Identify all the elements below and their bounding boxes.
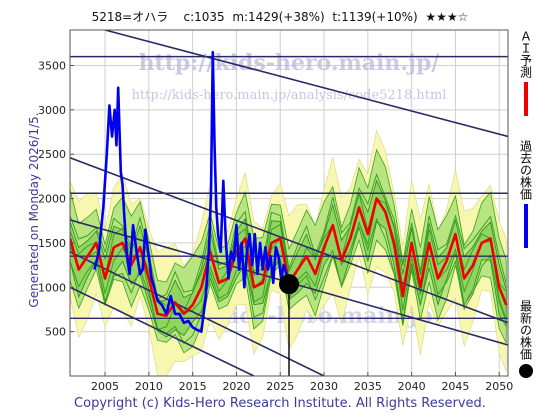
- x-tick-label: 2035: [354, 380, 382, 393]
- legend-past-price-label: 過去の株価: [518, 140, 533, 200]
- series-layer: [70, 50, 508, 376]
- y-tick-label: 500: [45, 326, 66, 339]
- x-tick-label: 2020: [222, 380, 250, 393]
- y-tick-label: 2500: [38, 148, 66, 161]
- trend-line: [104, 30, 508, 138]
- x-tick-label: 2045: [441, 380, 469, 393]
- y-tick-label: 1500: [38, 237, 66, 250]
- watermark-url: http://kids-hero.main.jp/: [139, 50, 441, 76]
- legend-latest-price: 最新の株価: [513, 300, 539, 378]
- y-axis: 500 1000 1500 2000 2500 3000 3500: [38, 59, 74, 339]
- plot-frame: [69, 29, 509, 377]
- legend-ai-forecast-label: ＡＩ予測: [518, 30, 533, 78]
- legend-past-price: 過去の株価: [513, 140, 539, 248]
- rating-stars: ★★★☆: [425, 10, 469, 24]
- watermark-analysis-url: http://kids-hero.main.jp/analysis/code52…: [132, 88, 447, 103]
- legend-ai-forecast-swatch: [524, 82, 528, 116]
- x-tick-label: 2040: [398, 380, 426, 393]
- y-tick-label: 3000: [38, 104, 66, 117]
- legend-latest-price-label: 最新の株価: [518, 300, 533, 360]
- band-path-line: [70, 172, 507, 300]
- copyright: Copyright (c) Kids-Hero Research Institu…: [74, 396, 486, 411]
- legend-latest-price-dot: [519, 364, 533, 378]
- top-target: t:1139(+10%): [332, 10, 418, 24]
- stock-code: 5218=オハラ: [91, 10, 169, 24]
- past-price-line: [93, 50, 291, 333]
- legend-ai-forecast: ＡＩ予測: [513, 30, 539, 116]
- y-tick-label: 3500: [38, 59, 66, 72]
- legend-past-price-swatch: [524, 204, 528, 248]
- chart-header: 5218=オハラ c:1035 m:1429(+38%) t:1139(+10%…: [0, 8, 560, 25]
- trend-line: [70, 251, 325, 376]
- x-tick-label: 2025: [266, 380, 294, 393]
- y-tick-label: 1000: [38, 281, 66, 294]
- x-tick-label: 2030: [310, 380, 338, 393]
- inner-band: [70, 179, 507, 338]
- x-axis: 2005 2010 2015 2020 2025 2030 2035 2040 2045 2050: [91, 372, 513, 393]
- trend-line: [70, 157, 508, 324]
- y-tick-label: 2000: [38, 193, 66, 206]
- x-tick-label: 2050: [485, 380, 513, 393]
- trend-line: [70, 286, 255, 376]
- current-price: c:1035: [183, 10, 225, 24]
- generated-date: Generated on Monday 2026/1/5.: [27, 112, 41, 308]
- x-tick-label: 2005: [91, 380, 119, 393]
- latest-price-marker: [279, 274, 299, 295]
- middle-target: m:1429(+38%): [232, 10, 325, 24]
- x-tick-label: 2015: [179, 380, 207, 393]
- x-tick-label: 2010: [135, 380, 163, 393]
- plot-border: [69, 29, 509, 377]
